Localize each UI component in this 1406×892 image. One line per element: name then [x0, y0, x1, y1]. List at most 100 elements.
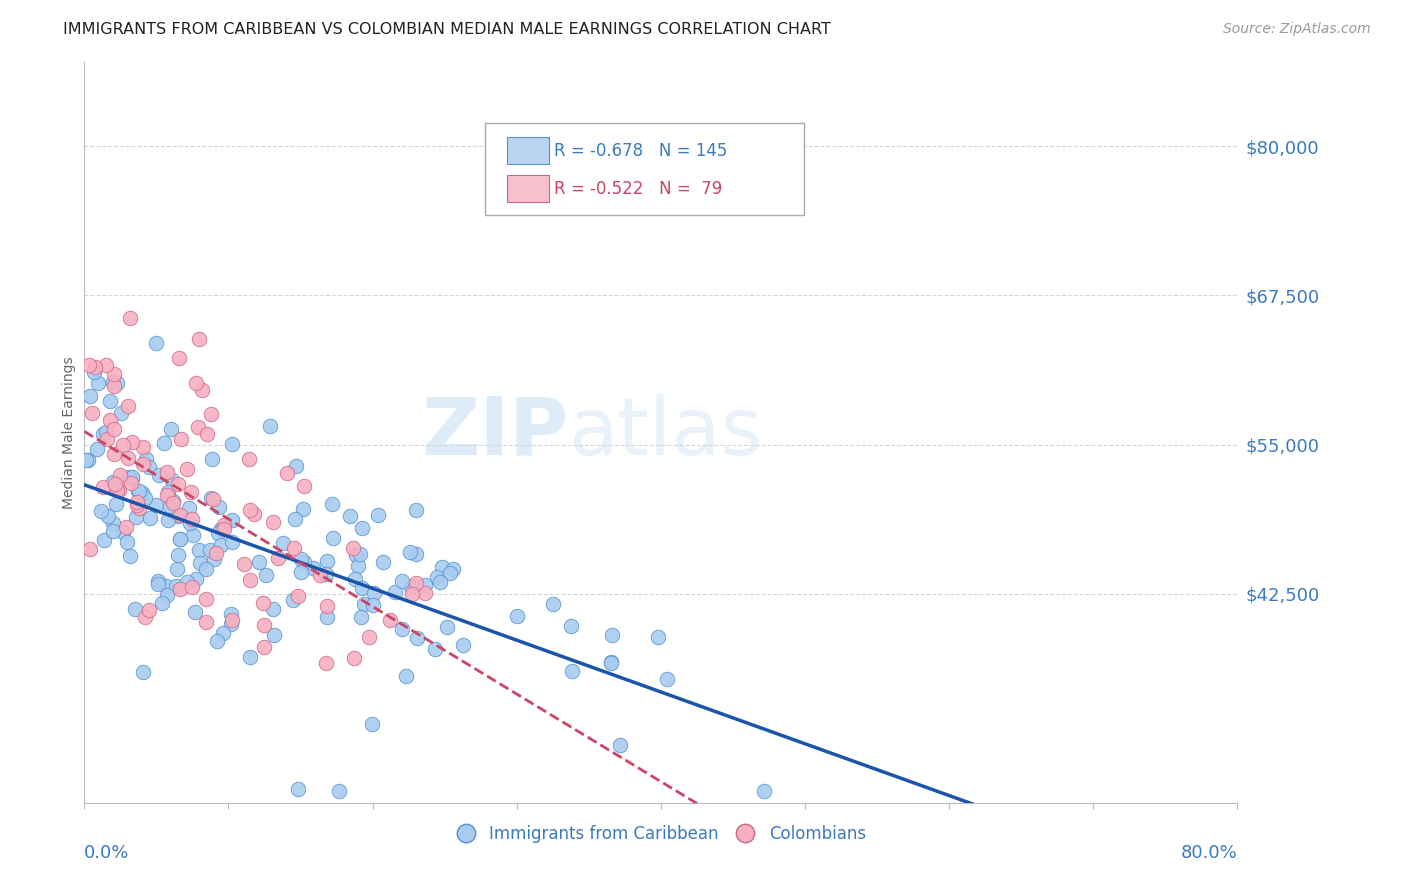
Point: [349, 547, 371, 561]
Point: [156, 513, 179, 527]
Point: [108, 483, 131, 497]
Point: [131, 485, 153, 500]
Point: [169, 508, 191, 522]
Point: [263, 628, 285, 642]
Point: [181, 580, 204, 594]
Point: [208, 500, 231, 515]
Point: [243, 507, 266, 521]
Point: [105, 483, 128, 497]
Point: [413, 577, 436, 591]
Point: [205, 546, 228, 560]
Point: [349, 610, 371, 624]
Point: [145, 335, 167, 350]
Point: [395, 669, 418, 683]
Point: [426, 569, 449, 583]
Point: [96, 432, 118, 446]
Point: [342, 541, 364, 556]
Point: [252, 596, 274, 610]
Point: [132, 457, 155, 471]
Point: [94, 359, 117, 373]
Point: [391, 623, 413, 637]
Point: [148, 467, 170, 482]
Y-axis label: Median Male Earnings: Median Male Earnings: [62, 356, 76, 509]
Point: [436, 619, 458, 633]
Point: [363, 585, 385, 599]
Point: [301, 561, 323, 575]
Point: [180, 484, 202, 499]
Point: [117, 534, 139, 549]
Point: [103, 421, 125, 435]
Point: [176, 575, 198, 590]
Point: [79, 541, 101, 556]
Point: [103, 447, 125, 461]
Point: [146, 574, 169, 588]
Point: [560, 618, 582, 632]
Text: Source: ZipAtlas.com: Source: ZipAtlas.com: [1223, 22, 1371, 37]
Point: [291, 501, 314, 516]
Point: [219, 616, 242, 631]
Point: [117, 451, 139, 466]
Point: [207, 633, 229, 648]
Point: [209, 538, 232, 552]
Point: [103, 477, 125, 491]
Point: [384, 585, 406, 599]
Point: [98, 393, 121, 408]
Point: [401, 587, 423, 601]
Point: [183, 605, 205, 619]
Legend: Immigrants from Caribbean, Colombians: Immigrants from Caribbean, Colombians: [449, 819, 873, 850]
Point: [239, 573, 262, 587]
Point: [127, 483, 149, 498]
Text: 80.0%: 80.0%: [1181, 844, 1237, 862]
Point: [153, 436, 176, 450]
Point: [98, 413, 121, 427]
Point: [343, 572, 366, 586]
Point: [110, 406, 132, 420]
Point: [138, 459, 160, 474]
Point: [406, 632, 429, 646]
Point: [156, 465, 179, 479]
Point: [179, 516, 201, 531]
Point: [561, 664, 583, 678]
Point: [212, 626, 235, 640]
Point: [150, 596, 173, 610]
Point: [145, 499, 167, 513]
Point: [165, 579, 187, 593]
Text: atlas: atlas: [568, 393, 763, 472]
Point: [80, 405, 103, 419]
Point: [292, 555, 315, 569]
Point: [343, 650, 366, 665]
Point: [283, 541, 305, 555]
Point: [309, 568, 332, 582]
Point: [219, 607, 242, 621]
Point: [139, 511, 162, 525]
Point: [378, 613, 401, 627]
Point: [439, 566, 461, 580]
Point: [101, 475, 124, 489]
Point: [344, 548, 367, 562]
Point: [284, 512, 307, 526]
Point: [322, 531, 344, 545]
Point: [247, 555, 270, 569]
Point: [429, 574, 451, 589]
Point: [198, 542, 221, 557]
Point: [328, 784, 350, 798]
Point: [118, 549, 141, 564]
Point: [212, 517, 235, 532]
Point: [176, 462, 198, 476]
Point: [602, 628, 624, 642]
Point: [184, 376, 207, 391]
Point: [276, 466, 298, 480]
Point: [290, 551, 312, 566]
Point: [200, 491, 222, 505]
Point: [262, 516, 284, 530]
Point: [405, 503, 427, 517]
Point: [148, 577, 170, 591]
Point: [184, 573, 207, 587]
Point: [254, 567, 277, 582]
Point: [207, 525, 229, 540]
Point: [221, 613, 243, 627]
Point: [124, 602, 146, 616]
Point: [430, 560, 453, 574]
Point: [221, 513, 243, 527]
Point: [169, 582, 191, 596]
